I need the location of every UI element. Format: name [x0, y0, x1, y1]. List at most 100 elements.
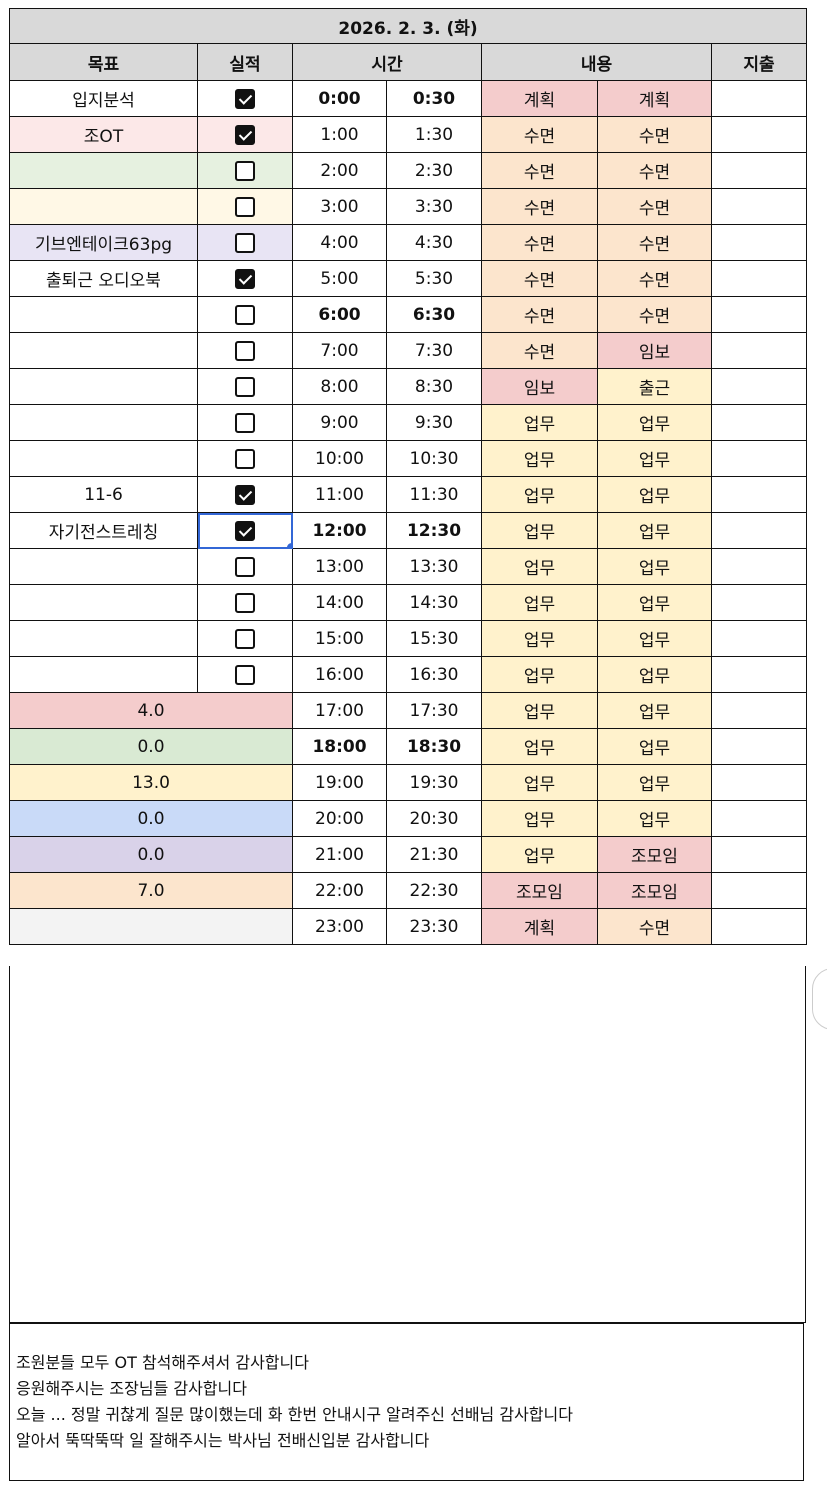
content-cell[interactable]: 업무	[481, 548, 598, 585]
done-cell[interactable]	[197, 368, 293, 405]
content-cell[interactable]: 업무	[597, 548, 712, 585]
start-time-cell[interactable]: 13:00	[292, 548, 387, 585]
done-cell[interactable]	[197, 260, 293, 297]
notes-cell[interactable]: 조원분들 모두 OT 참석해주셔서 감사합니다 응원해주시는 조장님들 감사합니다…	[9, 1323, 804, 1481]
done-cell[interactable]	[197, 476, 293, 513]
content-cell[interactable]: 수면	[481, 224, 598, 261]
expense-cell[interactable]	[710, 368, 808, 405]
empty-area[interactable]	[9, 966, 806, 1323]
content-cell[interactable]: 업무	[597, 620, 712, 657]
content-cell[interactable]: 출근	[597, 368, 712, 405]
content-cell[interactable]: 업무	[597, 728, 712, 765]
content-cell[interactable]: 업무	[481, 404, 598, 441]
expense-cell[interactable]	[710, 728, 808, 765]
start-time-cell[interactable]: 19:00	[292, 764, 387, 801]
half-time-cell[interactable]: 7:30	[386, 332, 482, 369]
start-time-cell[interactable]: 4:00	[292, 224, 387, 261]
side-panel-toggle[interactable]	[812, 968, 827, 1030]
goal-cell[interactable]	[9, 296, 198, 333]
expense-cell[interactable]	[710, 260, 808, 297]
expense-cell[interactable]	[710, 584, 808, 621]
expense-cell[interactable]	[710, 872, 808, 909]
content-cell[interactable]: 업무	[481, 800, 598, 837]
start-time-cell[interactable]: 9:00	[292, 404, 387, 441]
expense-cell[interactable]	[710, 80, 808, 117]
checkbox[interactable]	[235, 304, 255, 325]
expense-cell[interactable]	[710, 332, 808, 369]
total-cell[interactable]	[9, 908, 293, 945]
half-time-cell[interactable]: 20:30	[386, 800, 482, 837]
expense-cell[interactable]	[710, 800, 808, 837]
half-time-cell[interactable]: 16:30	[386, 656, 482, 693]
done-cell[interactable]	[197, 440, 293, 477]
start-time-cell[interactable]: 22:00	[292, 872, 387, 909]
done-cell[interactable]	[197, 404, 293, 441]
content-cell[interactable]: 조모임	[597, 836, 712, 873]
start-time-cell[interactable]: 16:00	[292, 656, 387, 693]
start-time-cell[interactable]: 11:00	[292, 476, 387, 513]
goal-cell[interactable]	[9, 584, 198, 621]
content-cell[interactable]: 조모임	[597, 872, 712, 909]
half-time-cell[interactable]: 17:30	[386, 692, 482, 729]
header-done[interactable]: 실적	[197, 43, 293, 81]
done-cell[interactable]	[197, 296, 293, 333]
content-cell[interactable]: 업무	[481, 692, 598, 729]
start-time-cell[interactable]: 10:00	[292, 440, 387, 477]
start-time-cell[interactable]: 15:00	[292, 620, 387, 657]
goal-cell[interactable]	[9, 548, 198, 585]
start-time-cell[interactable]: 14:00	[292, 584, 387, 621]
done-cell[interactable]	[197, 116, 293, 153]
checkbox[interactable]	[235, 340, 255, 361]
start-time-cell[interactable]: 1:00	[292, 116, 387, 153]
start-time-cell[interactable]: 17:00	[292, 692, 387, 729]
expense-cell[interactable]	[710, 476, 808, 513]
goal-cell[interactable]: 자기전스트레칭	[9, 512, 198, 549]
expense-cell[interactable]	[710, 764, 808, 801]
start-time-cell[interactable]: 20:00	[292, 800, 387, 837]
expense-cell[interactable]	[710, 404, 808, 441]
content-cell[interactable]: 계획	[481, 908, 598, 945]
total-cell[interactable]: 13.0	[9, 764, 293, 801]
start-time-cell[interactable]: 18:00	[292, 728, 387, 765]
checkbox[interactable]	[235, 196, 255, 217]
start-time-cell[interactable]: 3:00	[292, 188, 387, 225]
header-time[interactable]: 시간	[292, 43, 482, 81]
date-title[interactable]: 2026. 2. 3. (화)	[8, 8, 808, 44]
start-time-cell[interactable]: 12:00	[292, 512, 387, 549]
half-time-cell[interactable]: 15:30	[386, 620, 482, 657]
checkbox[interactable]	[235, 88, 255, 109]
half-time-cell[interactable]: 1:30	[386, 116, 482, 153]
checkbox[interactable]	[235, 664, 255, 685]
content-cell[interactable]: 계획	[481, 80, 598, 117]
content-cell[interactable]: 업무	[597, 512, 712, 549]
expense-cell[interactable]	[710, 656, 808, 693]
content-cell[interactable]: 수면	[597, 260, 712, 297]
half-time-cell[interactable]: 18:30	[386, 728, 482, 765]
content-cell[interactable]: 업무	[481, 728, 598, 765]
half-time-cell[interactable]: 21:30	[386, 836, 482, 873]
expense-cell[interactable]	[710, 692, 808, 729]
expense-cell[interactable]	[710, 836, 808, 873]
half-time-cell[interactable]: 13:30	[386, 548, 482, 585]
expense-cell[interactable]	[710, 548, 808, 585]
content-cell[interactable]: 수면	[481, 152, 598, 189]
done-cell[interactable]	[197, 548, 293, 585]
expense-cell[interactable]	[710, 620, 808, 657]
goal-cell[interactable]: 입지분석	[9, 80, 198, 117]
goal-cell[interactable]	[9, 332, 198, 369]
half-time-cell[interactable]: 6:30	[386, 296, 482, 333]
expense-cell[interactable]	[710, 908, 808, 945]
expense-cell[interactable]	[710, 152, 808, 189]
done-cell[interactable]	[197, 332, 293, 369]
content-cell[interactable]: 업무	[481, 656, 598, 693]
checkbox[interactable]	[235, 448, 255, 469]
goal-cell[interactable]	[9, 656, 198, 693]
content-cell[interactable]: 계획	[597, 80, 712, 117]
content-cell[interactable]: 수면	[481, 188, 598, 225]
content-cell[interactable]: 업무	[481, 620, 598, 657]
half-time-cell[interactable]: 12:30	[386, 512, 482, 549]
half-time-cell[interactable]: 0:30	[386, 80, 482, 117]
done-cell[interactable]	[197, 188, 293, 225]
start-time-cell[interactable]: 0:00	[292, 80, 387, 117]
content-cell[interactable]: 업무	[597, 656, 712, 693]
